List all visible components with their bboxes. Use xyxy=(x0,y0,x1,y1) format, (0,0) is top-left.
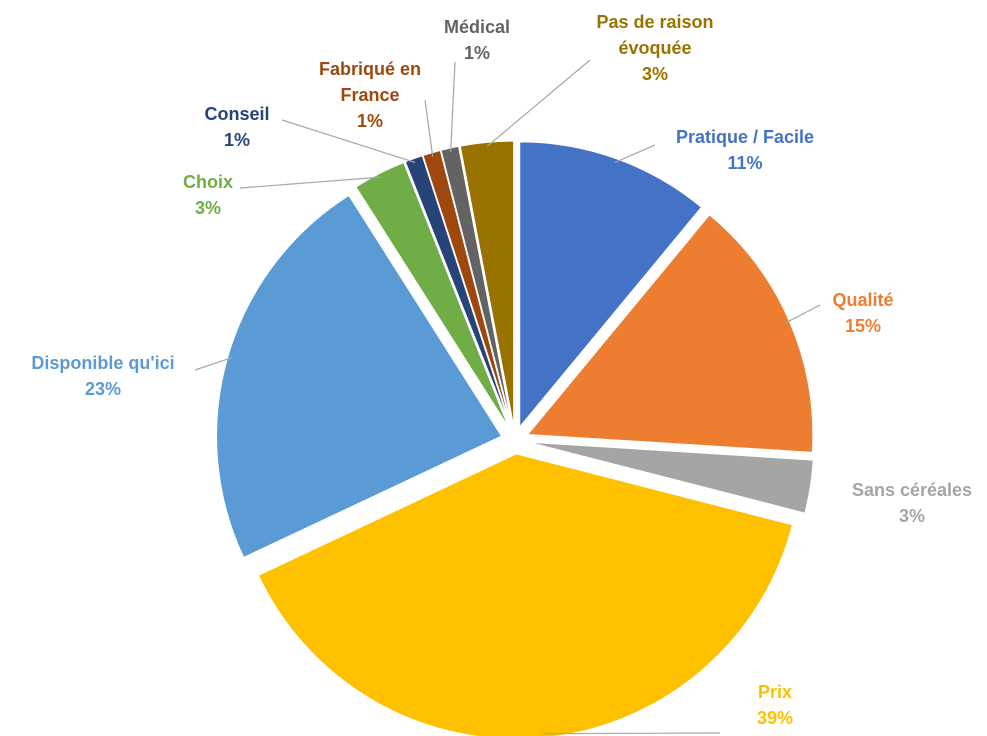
pie-slice xyxy=(440,145,513,427)
category-label: Prix xyxy=(757,682,793,702)
data-label: Pas de raison évoquée 3% xyxy=(565,9,745,87)
value-label: 39% xyxy=(756,708,794,728)
pie-slice xyxy=(459,140,515,427)
value-label: 11% xyxy=(727,153,763,173)
value-label: 1% xyxy=(356,111,383,131)
leader-line xyxy=(785,304,821,324)
data-label: Qualité 15% xyxy=(803,287,923,339)
value-label: 3% xyxy=(898,506,925,526)
leader-line xyxy=(542,732,721,735)
leader-line xyxy=(424,99,434,157)
data-label: Conseil 1% xyxy=(192,101,282,153)
category-label: Pas de raison évoquée xyxy=(596,12,714,58)
value-label: 1% xyxy=(223,130,250,150)
value-label: 3% xyxy=(194,198,221,218)
data-label: Pratique / Facile 11% xyxy=(635,124,855,176)
leader-line xyxy=(614,144,656,163)
pie-slice xyxy=(528,441,814,514)
category-label: Pratique / Facile xyxy=(675,127,815,147)
data-label: Fabriqué en France 1% xyxy=(305,56,435,134)
pie-slice xyxy=(216,194,503,559)
category-label: Fabriqué en France xyxy=(318,59,421,105)
data-label: Disponible qu'ici 23% xyxy=(0,350,213,402)
data-label: Prix 39% xyxy=(735,679,815,731)
pie-slice xyxy=(404,155,511,428)
value-label: 3% xyxy=(641,64,668,84)
value-label: 15% xyxy=(844,316,882,336)
data-label: Médical 1% xyxy=(432,14,522,66)
pie-slice xyxy=(355,161,510,428)
data-label: Choix 3% xyxy=(163,169,253,221)
data-label: Sans céréales 3% xyxy=(822,477,987,529)
pie-slice xyxy=(519,141,703,429)
category-label: Choix xyxy=(182,172,233,192)
leader-line xyxy=(486,59,591,147)
category-label: Qualité xyxy=(832,290,894,310)
value-label: 1% xyxy=(463,43,490,63)
category-label: Disponible qu'ici xyxy=(31,353,175,373)
leader-line xyxy=(450,61,456,153)
leader-line xyxy=(281,119,416,164)
category-label: Médical xyxy=(443,17,511,37)
value-label: 23% xyxy=(84,379,122,399)
leader-line xyxy=(194,357,232,371)
category-label: Conseil xyxy=(204,104,270,124)
leader-line xyxy=(239,176,382,189)
category-label: Sans céréales xyxy=(851,480,973,500)
pie-slice xyxy=(257,453,793,736)
